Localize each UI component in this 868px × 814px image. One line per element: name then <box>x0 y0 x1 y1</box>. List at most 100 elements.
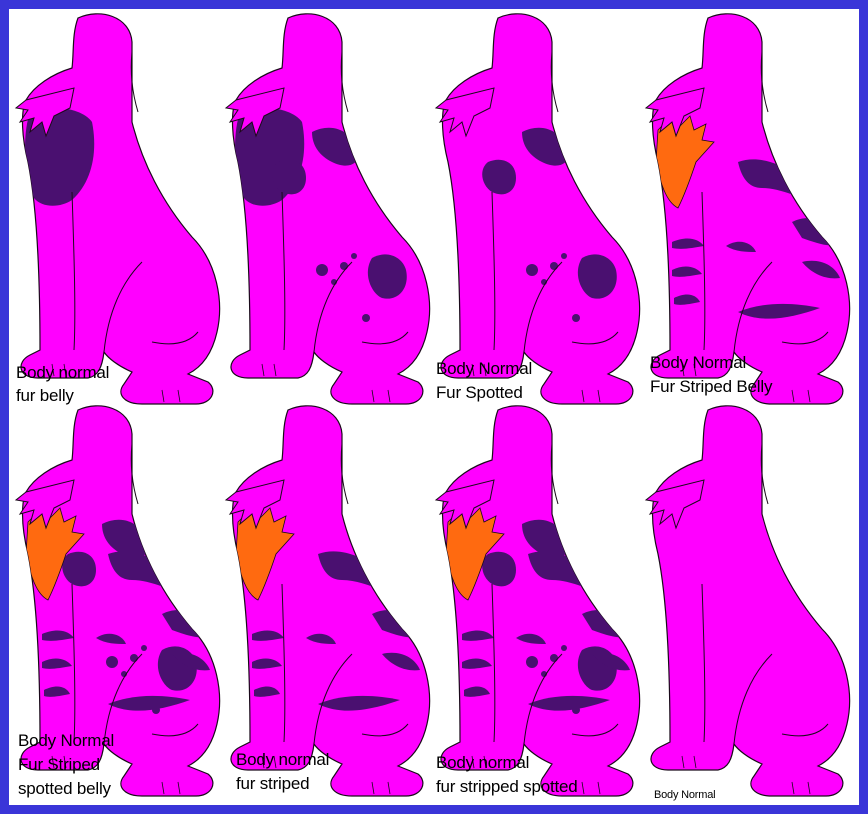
wolf-figure-3 <box>434 13 641 405</box>
foreleg-line <box>491 583 496 743</box>
wolf-figure-7 <box>434 405 641 797</box>
stripe-marking <box>172 652 210 671</box>
dot-marking <box>561 645 567 651</box>
variant-6: Body normal fur striped <box>222 404 434 804</box>
dot-marking <box>351 253 357 259</box>
belly-line <box>781 331 829 345</box>
spot-marking <box>611 612 627 629</box>
dot-marking <box>561 253 567 259</box>
spot-marking <box>577 254 617 299</box>
body-shape <box>650 13 851 405</box>
stripe-marking <box>738 303 820 319</box>
spot-marking <box>482 159 516 195</box>
leg-line <box>313 261 353 353</box>
wolf-figure-4 <box>644 13 851 405</box>
stripe-marking <box>318 695 400 711</box>
stripe-marking <box>462 630 494 641</box>
paw-lines <box>681 363 811 403</box>
variant-5-label-line3: spotted belly <box>18 779 111 798</box>
dot-marking <box>106 656 118 668</box>
fur-markings <box>655 115 840 319</box>
mane-tufts <box>224 479 285 530</box>
paw-lines <box>261 755 391 795</box>
variant-8-label-line1: Body Normal <box>654 789 716 801</box>
leg-line <box>313 653 353 745</box>
stripe-marking <box>592 652 630 671</box>
dot-marking <box>550 262 558 270</box>
variant-7: Body normal fur stripped spotted <box>432 404 644 804</box>
variant-4: Body Normal Fur Striped Belly <box>642 12 854 412</box>
paw-lines <box>681 755 811 795</box>
wolf-figure-5 <box>14 405 221 797</box>
paw-lines <box>51 755 181 795</box>
variant-7-label-line1: Body normal <box>436 753 530 772</box>
mane-tufts <box>14 479 75 530</box>
dot-marking <box>526 656 538 668</box>
variant-5-label-line2: Fur Striped <box>18 755 100 774</box>
stripe-marking <box>42 658 72 669</box>
stripe-marking <box>462 658 492 669</box>
fur-markings <box>25 107 95 206</box>
stripe-marking <box>464 686 490 697</box>
foreleg-line <box>491 191 496 351</box>
chest-marking <box>25 107 95 206</box>
paw-lines <box>261 363 391 403</box>
stripe-marking <box>42 630 74 641</box>
neck-line <box>760 443 769 505</box>
variant-6-label-line1: Body normal <box>236 750 330 769</box>
belly-line <box>151 331 199 345</box>
spot-marking <box>611 220 627 237</box>
foreleg-line <box>71 583 76 743</box>
mane-tufts <box>14 87 75 138</box>
body-shape <box>440 405 641 797</box>
variant-1: Body normal fur belly <box>12 12 224 412</box>
variant-7-label-line2: fur stripped spotted <box>436 777 578 796</box>
stripe-marking <box>252 658 282 669</box>
variant-4-label-line1: Body Normal <box>650 353 747 372</box>
body-shape <box>650 405 851 797</box>
variant-6-label-line2: fur striped <box>236 774 310 793</box>
foreleg-line <box>71 191 76 351</box>
variant-1-label-line2: fur belly <box>16 386 74 405</box>
dot-marking <box>130 654 138 662</box>
spot-marking <box>367 254 407 299</box>
wolf-figure-1 <box>14 13 221 405</box>
paw-lines <box>51 363 181 403</box>
neck-line <box>130 443 139 505</box>
variant-3-label-line2: Fur Spotted <box>436 383 523 402</box>
paw-lines <box>471 755 601 795</box>
leg-line <box>523 261 563 353</box>
stripe-marking <box>672 266 702 277</box>
variant-5-label-line1: Body Normal <box>18 731 115 750</box>
body-shape <box>230 405 431 797</box>
neck-line <box>340 51 349 113</box>
neck-line <box>130 51 139 113</box>
stripe-marking <box>674 294 700 305</box>
leg-line <box>523 653 563 745</box>
belly-line <box>151 723 199 737</box>
dot-marking <box>526 264 538 276</box>
body-shape <box>440 13 641 405</box>
foreleg-line <box>281 583 286 743</box>
leg-line <box>103 261 143 353</box>
neck-line <box>760 51 769 113</box>
belly-line <box>571 723 619 737</box>
leg-line <box>733 653 773 745</box>
variant-3: Body Normal Fur Spotted <box>432 12 644 412</box>
leg-line <box>733 261 773 353</box>
dot-marking <box>340 262 348 270</box>
paw-lines <box>471 363 601 403</box>
fur-markings <box>482 127 627 322</box>
stripe-marking <box>44 686 70 697</box>
stripe-marking <box>108 695 190 711</box>
mane-tufts <box>434 87 495 138</box>
wolf-figure-8 <box>644 405 851 797</box>
spot-marking <box>62 551 96 587</box>
stripe-marking <box>672 238 704 249</box>
variant-1-label-line1: Body normal <box>16 363 110 382</box>
foreleg-line <box>281 191 286 351</box>
neck-line <box>340 443 349 505</box>
dot-marking <box>316 264 328 276</box>
stripe-marking <box>254 686 280 697</box>
belly-line <box>361 331 409 345</box>
